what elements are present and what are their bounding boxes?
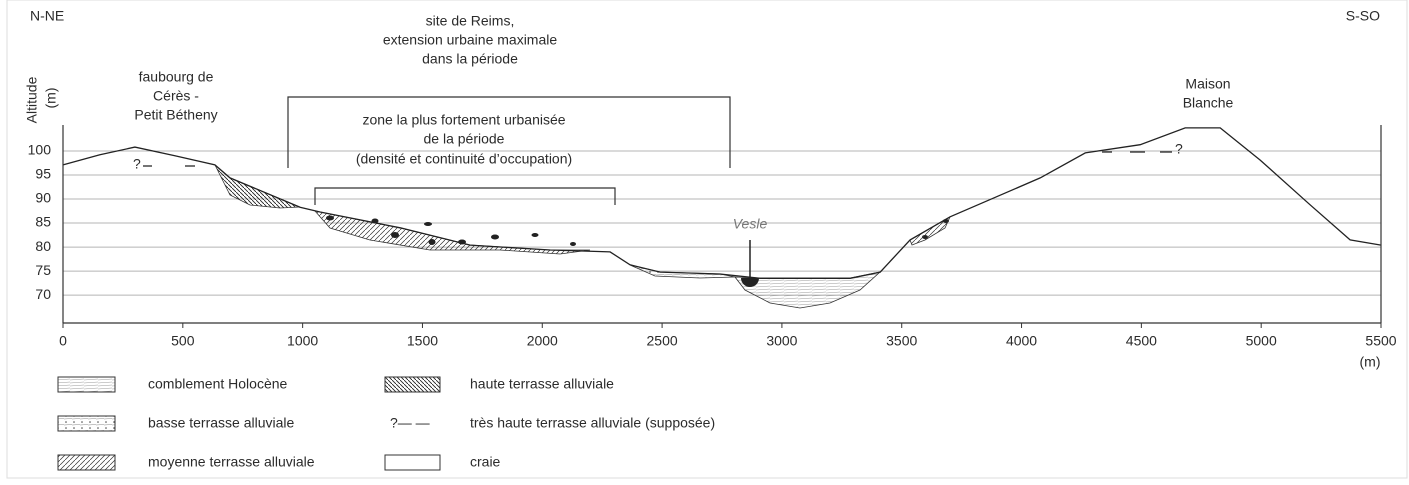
x-tick-label: 3500	[886, 333, 917, 349]
question-mark: ?	[1175, 141, 1183, 157]
y-tick-label: 85	[35, 214, 51, 230]
legend-swatch	[58, 455, 115, 470]
y-label: Altitude	[24, 76, 40, 123]
annotation: Blanche	[1183, 95, 1234, 111]
annotation: Maison	[1185, 76, 1230, 92]
orientation-left: N-NE	[30, 8, 64, 24]
x-tick-label: 5500	[1365, 333, 1396, 349]
x-tick-label: 0	[59, 333, 67, 349]
x-tick-label: 1500	[407, 333, 438, 349]
legend-swatch	[385, 455, 440, 470]
x-unit: (m)	[1360, 354, 1381, 370]
annotation: faubourg de	[139, 69, 214, 85]
legend-symbol: ?— —	[390, 415, 430, 431]
x-tick-label: 5000	[1246, 333, 1277, 349]
x-tick-label: 500	[171, 333, 195, 349]
legend-swatch	[58, 377, 115, 392]
annotation: Vesle	[733, 216, 768, 232]
question-mark: ?	[133, 156, 141, 172]
annotation: zone la plus fortement urbanisée	[362, 112, 565, 128]
legend-label: moyenne terrasse alluviale	[148, 454, 315, 470]
y-tick-label: 95	[35, 166, 51, 182]
y-tick-label: 70	[35, 286, 51, 302]
y-unit: (m)	[43, 88, 59, 109]
moyenne-terrasse-right	[910, 217, 950, 245]
diagram: N-NE S-SO Altitude (m) (m) faubourg de C…	[0, 0, 1409, 485]
y-tick-label: 90	[35, 190, 51, 206]
annotation: Petit Bétheny	[134, 107, 217, 123]
annotation: (densité et continuité d’occupation)	[356, 151, 572, 167]
x-tick-label: 1000	[287, 333, 318, 349]
annotation: extension urbaine maximale	[383, 32, 558, 48]
annotation: dans la période	[422, 51, 518, 67]
y-tick-label: 75	[35, 262, 51, 278]
y-tick-label: 80	[35, 238, 51, 254]
x-tick-label: 2500	[647, 333, 678, 349]
legend-swatch	[58, 416, 115, 431]
x-tick-label: 3000	[766, 333, 797, 349]
annotation: de la période	[424, 131, 505, 147]
legend-label: comblement Holocène	[148, 376, 288, 392]
legend-label: craie	[470, 454, 501, 470]
y-tick-label: 100	[28, 142, 52, 158]
x-tick-label: 4000	[1006, 333, 1037, 349]
legend-label: basse terrasse alluviale	[148, 415, 295, 431]
x-tick-label: 4500	[1126, 333, 1157, 349]
bracket	[315, 188, 615, 205]
frame	[7, 0, 1407, 478]
legend-label: très haute terrasse alluviale (supposée)	[470, 415, 715, 431]
legend-label: haute terrasse alluviale	[470, 376, 614, 392]
orientation-right: S-SO	[1346, 8, 1380, 24]
legend-swatch	[385, 377, 440, 392]
x-tick-label: 2000	[527, 333, 558, 349]
annotation: site de Reims,	[426, 13, 515, 29]
annotation: Cérès -	[153, 88, 199, 104]
